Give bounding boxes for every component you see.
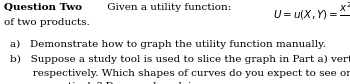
Text: respectively. Which shapes of curves do you expect to see on the sliced surfaces: respectively. Which shapes of curves do …: [10, 69, 350, 78]
Text: respectively? Draw and explain your answer.: respectively? Draw and explain your answ…: [10, 82, 269, 84]
Text: b)   Suppose a study tool is used to slice the graph in Part a) vertically and h: b) Suppose a study tool is used to slice…: [10, 55, 350, 64]
Text: Question Two: Question Two: [4, 3, 82, 12]
Text: a)   Demonstrate how to graph the utility function manually.: a) Demonstrate how to graph the utility …: [10, 40, 326, 49]
Text: of two products.: of two products.: [4, 18, 89, 27]
Text: Given a utility function:: Given a utility function:: [104, 3, 234, 12]
Text: $U = u(X,Y) = \dfrac{x^2+y^2}{3}$,: $U = u(X,Y) = \dfrac{x^2+y^2}{3}$,: [273, 1, 350, 28]
